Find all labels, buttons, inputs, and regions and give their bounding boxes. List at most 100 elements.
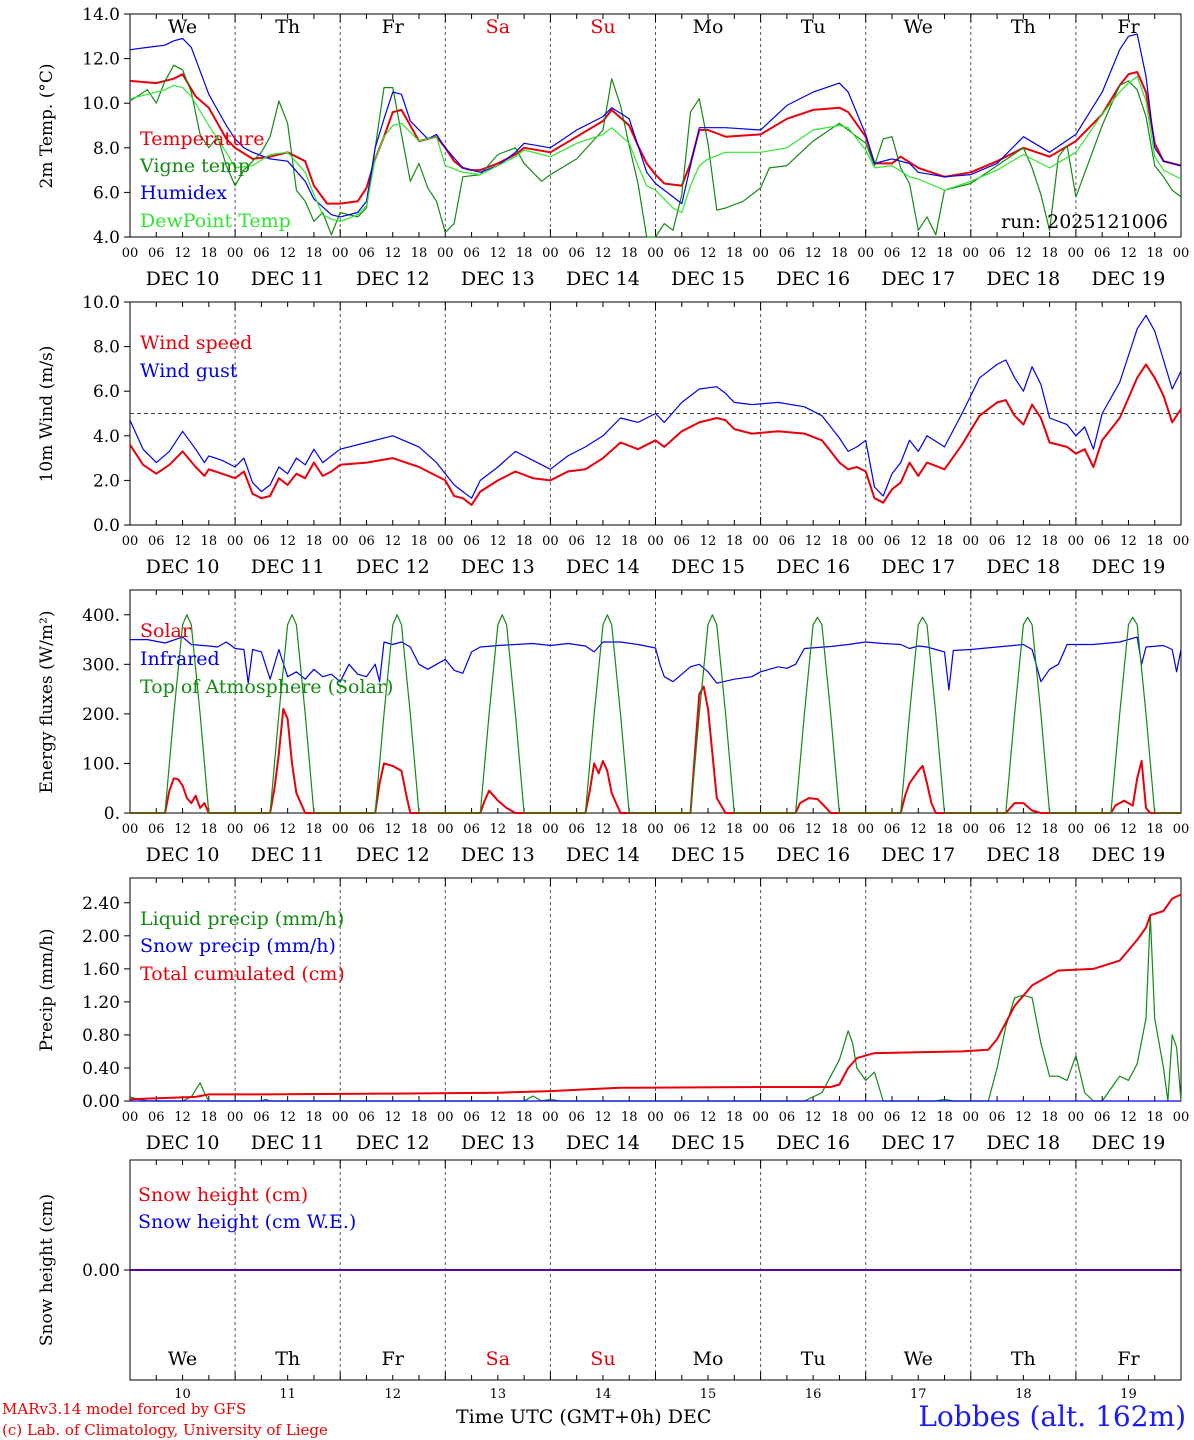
date-label: DEC 12	[356, 556, 430, 578]
date-label: DEC 13	[461, 844, 535, 866]
hour-tick-label: 06	[148, 534, 165, 549]
date-label: DEC 11	[251, 1132, 325, 1154]
y-tick-label: 0.00	[82, 1261, 120, 1281]
day-number-label: 17	[910, 1387, 927, 1400]
hour-tick-label: 12	[700, 534, 717, 549]
hour-tick-label: 18	[516, 1110, 533, 1125]
legend-entry: Wind speed	[140, 332, 252, 354]
hour-tick-label: 00	[857, 1110, 874, 1125]
weekday-label: We	[168, 1348, 197, 1370]
hour-tick-label: 12	[1120, 534, 1137, 549]
hour-tick-label: 18	[831, 246, 848, 261]
date-label: DEC 16	[776, 844, 850, 866]
day-number-label: 13	[490, 1387, 507, 1400]
hour-tick-label: 12	[279, 246, 296, 261]
hour-tick-label: 12	[174, 246, 191, 261]
hour-tick-label: 06	[884, 822, 901, 837]
hour-tick-label: 12	[595, 822, 612, 837]
hour-tick-label: 06	[779, 534, 796, 549]
hour-tick-label: 00	[542, 822, 559, 837]
hour-tick-label: 00	[857, 534, 874, 549]
weekday-label: Th	[1011, 1348, 1036, 1370]
hour-tick-label: 00	[963, 1110, 980, 1125]
hour-tick-label: 18	[1041, 1110, 1058, 1125]
series-line-top-of-atmosphere-solar-	[130, 614, 1181, 814]
date-label: DEC 14	[566, 556, 640, 578]
series-line-vigne-temp	[129, 64, 1182, 238]
hour-tick-label: 18	[1041, 246, 1058, 261]
y-tick-label: 300.	[82, 655, 120, 675]
hour-tick-label: 12	[1015, 534, 1032, 549]
date-label: DEC 15	[671, 556, 745, 578]
hour-tick-label: 06	[884, 534, 901, 549]
hour-tick-label: 00	[227, 246, 244, 261]
hour-tick-label: 00	[752, 246, 769, 261]
day-number-label: 19	[1120, 1387, 1137, 1400]
hour-tick-label: 00	[647, 822, 664, 837]
date-label: DEC 14	[566, 1132, 640, 1154]
weekday-label: We	[168, 16, 197, 38]
hour-tick-label: 06	[779, 822, 796, 837]
hour-tick-label: 18	[621, 246, 638, 261]
hour-tick-label: 00	[1068, 1110, 1085, 1125]
meteogram-chart: 4.0 6.0 8.0 10.0 12.0 14.0 2m Temp. (°C) Temper…	[37, 5, 1190, 1400]
hour-tick-label: 00	[542, 1110, 559, 1125]
weekday-label: Tu	[801, 16, 826, 38]
hour-tick-label: 12	[174, 1110, 191, 1125]
series-line-infrared	[130, 636, 1182, 691]
hour-tick-label: 12	[700, 1110, 717, 1125]
date-label: DEC 11	[251, 556, 325, 578]
hour-tick-label: 06	[253, 246, 270, 261]
hour-tick-label: 12	[700, 246, 717, 261]
hour-tick-label: 18	[411, 822, 428, 837]
hour-tick-label: 06	[779, 246, 796, 261]
hour-tick-label: 18	[306, 534, 323, 549]
y-tick-label: 6.0	[93, 183, 120, 203]
y-tick-label: 0.80	[82, 1026, 120, 1046]
y-tick-label: 10.0	[82, 94, 120, 114]
series-line-dewpoint-temp	[129, 75, 1182, 222]
hour-tick-label: 12	[384, 534, 401, 549]
hour-tick-label: 06	[674, 246, 691, 261]
legend-entry: Vigne temp	[139, 155, 250, 177]
hour-tick-label: 00	[752, 1110, 769, 1125]
hour-tick-label: 06	[358, 1110, 375, 1125]
weekday-label: Sa	[486, 16, 510, 38]
hour-tick-label: 18	[411, 534, 428, 549]
weekday-label: We	[904, 1348, 933, 1370]
date-label: DEC 16	[776, 268, 850, 290]
hour-tick-label: 00	[332, 534, 349, 549]
hour-tick-label: 06	[674, 534, 691, 549]
y-tick-label: 0.00	[82, 1092, 120, 1112]
hour-tick-label: 00	[647, 534, 664, 549]
hour-tick-label: 18	[621, 822, 638, 837]
y-tick-label: 2.0	[93, 471, 120, 491]
day-number-label: 16	[805, 1387, 822, 1400]
hour-tick-label: 06	[989, 534, 1006, 549]
hour-tick-label: 00	[1173, 246, 1190, 261]
hour-tick-label: 06	[568, 534, 585, 549]
hour-tick-label: 18	[1146, 246, 1163, 261]
weekday-label: Fr	[1117, 1348, 1140, 1370]
hour-tick-label: 06	[253, 534, 270, 549]
hour-tick-label: 18	[621, 1110, 638, 1125]
hour-tick-label: 12	[805, 822, 822, 837]
legend-entry: Liquid precip (mm/h)	[140, 908, 344, 930]
hour-tick-label: 12	[1015, 822, 1032, 837]
weekday-label: Tu	[801, 1348, 826, 1370]
hour-tick-label: 00	[752, 534, 769, 549]
hour-tick-label: 18	[831, 1110, 848, 1125]
weekday-label: Sa	[486, 1348, 510, 1370]
hour-tick-label: 00	[332, 1110, 349, 1125]
hour-tick-label: 00	[963, 246, 980, 261]
hour-tick-label: 18	[201, 822, 218, 837]
y-tick-label: 100.	[82, 754, 120, 774]
hour-tick-label: 06	[358, 246, 375, 261]
series-line-solar	[130, 685, 1181, 814]
hour-tick-label: 06	[148, 246, 165, 261]
legend-entry: Snow height (cm W.E.)	[138, 1211, 356, 1233]
hour-tick-label: 12	[910, 822, 927, 837]
hour-tick-label: 06	[463, 534, 480, 549]
date-label: DEC 15	[671, 268, 745, 290]
hour-tick-label: 06	[884, 1110, 901, 1125]
